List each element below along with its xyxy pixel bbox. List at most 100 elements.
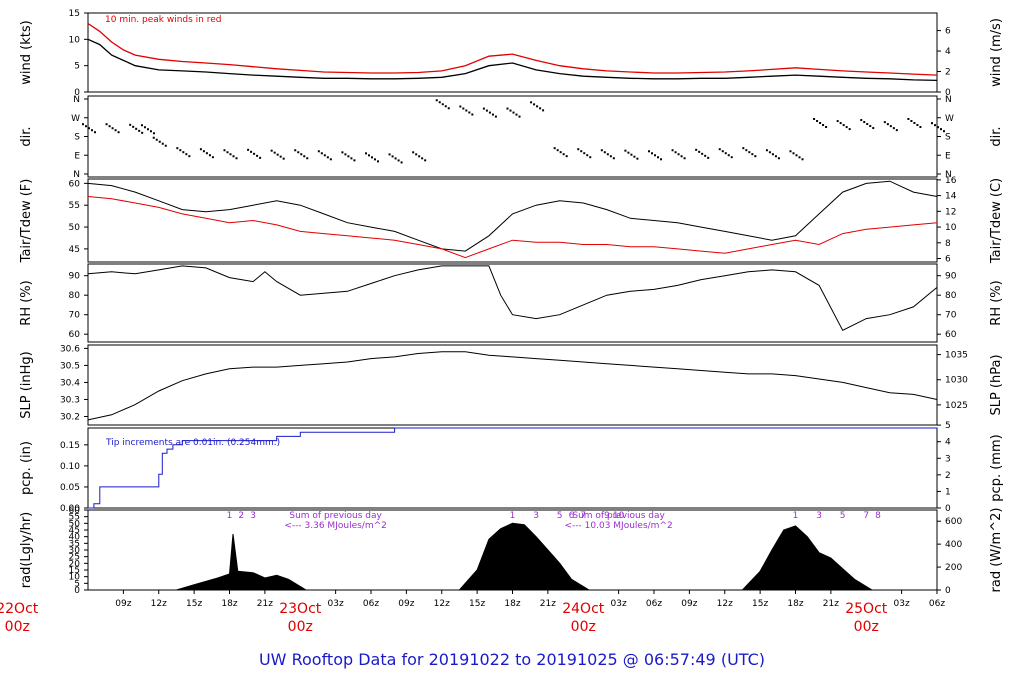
dir-point: [730, 156, 733, 159]
dir-point: [226, 151, 229, 154]
dir-point: [444, 105, 447, 108]
left-tick-label: 45: [69, 526, 80, 536]
ylabel-right: pcp. (mm): [989, 434, 1004, 501]
left-tick-label: 0: [74, 586, 80, 596]
left-tick-label: 0.00: [60, 504, 80, 514]
hour-mark: 8: [875, 511, 881, 521]
ylabel-right: wind (m/s): [989, 18, 1004, 87]
dir-point: [886, 123, 889, 126]
panel-temp: Tair/Tdew (F) Tair/Tdew (C) 45 50 55 60 6 8 10 12…: [19, 176, 1004, 265]
left-tick-label: 0.05: [60, 483, 80, 493]
left-tick-label: N: [73, 95, 80, 105]
dir-point: [282, 157, 285, 160]
dir-point: [866, 123, 869, 126]
dir-point: [273, 151, 276, 154]
day-label-time: 00z: [5, 619, 30, 635]
left-tick-label: 15: [69, 9, 80, 19]
left-tick-label: 0.15: [60, 441, 80, 451]
dir-point: [152, 132, 155, 135]
dir-point: [825, 126, 828, 128]
left-tick-label: 10: [69, 573, 81, 583]
dir-point: [724, 152, 727, 155]
dir-point: [600, 149, 603, 152]
dir-point: [347, 155, 350, 158]
dir-point: [842, 124, 845, 127]
dir-point: [371, 156, 373, 159]
dir-point: [657, 156, 659, 159]
dir-point: [164, 144, 167, 147]
dir-point: [344, 153, 347, 156]
dir-point: [530, 101, 533, 104]
dir-point: [943, 130, 945, 133]
right-tick-label: 2: [945, 68, 951, 78]
dir-point: [297, 151, 300, 154]
dir-point: [117, 131, 120, 134]
hour-mark: 5: [557, 511, 563, 521]
hour-mark: 9: [604, 511, 610, 521]
left-tick-label: 25: [69, 553, 80, 563]
x-tick-label: 03z: [611, 599, 627, 609]
right-tick-label: 70: [945, 311, 957, 321]
series-line-1: [87, 22, 938, 76]
series-line-0: [87, 180, 938, 252]
ylabel-left: pcp. (in): [19, 441, 34, 495]
dir-point: [397, 159, 400, 162]
dir-point: [771, 153, 774, 156]
dir-point: [158, 140, 161, 143]
dir-point: [606, 153, 609, 156]
right-tick-label: 0: [945, 504, 951, 514]
dir-point: [111, 127, 114, 130]
x-tick-label: 12z: [151, 599, 167, 609]
dir-point: [895, 129, 898, 132]
right-tick-label: N: [945, 95, 952, 105]
dir-point: [424, 159, 427, 162]
dir-point: [235, 157, 238, 160]
dir-point: [654, 154, 656, 157]
dir-point: [468, 111, 471, 114]
dir-point: [671, 149, 674, 152]
dir-point: [256, 154, 259, 157]
dir-point: [353, 159, 356, 162]
right-tick-label: 400: [945, 540, 962, 550]
dir-point: [279, 155, 282, 158]
dir-point: [660, 158, 662, 161]
dir-point: [934, 124, 936, 127]
rad-annotation: <--- 3.36 MJoules/m^2: [284, 521, 386, 531]
x-tick-label: 06z: [929, 599, 945, 609]
ylabel-left: dir.: [19, 126, 34, 146]
dir-point: [542, 109, 545, 112]
dir-point: [82, 123, 84, 126]
dir-point: [421, 157, 424, 160]
dir-point: [748, 151, 751, 154]
dir-point: [303, 155, 306, 158]
dir-point: [365, 152, 367, 155]
ylabel-right: RH (%): [989, 280, 1004, 325]
dir-point: [919, 126, 922, 128]
dir-point: [488, 111, 491, 114]
dir-point: [745, 149, 748, 152]
left-tick-label: 0: [74, 88, 80, 98]
panel-rad: rad(Lgly/hr) rad (W/m^2)05101520253035404…: [19, 506, 1004, 596]
left-tick-label: 50: [69, 519, 81, 529]
left-tick-label: 45: [69, 245, 80, 255]
left-tick-label: 5: [74, 62, 80, 72]
dir-point: [813, 118, 816, 120]
dir-point: [695, 148, 698, 151]
x-tick-label: 06z: [363, 599, 379, 609]
hour-mark: 2: [238, 511, 244, 521]
x-tick-label: 09z: [115, 599, 131, 609]
left-tick-label: 30.4: [60, 378, 80, 388]
left-tick-label: 70: [69, 311, 81, 321]
left-tick-label: S: [74, 133, 80, 143]
dir-point: [462, 107, 465, 110]
x-tick-label: 15z: [752, 599, 768, 609]
dir-point: [250, 150, 253, 153]
hour-mark: 3: [816, 511, 822, 521]
dir-point: [509, 109, 512, 112]
hour-mark: 3: [250, 511, 256, 521]
dir-point: [329, 158, 332, 161]
x-tick-label: 03z: [894, 599, 910, 609]
dir-point: [624, 149, 627, 152]
dir-point: [146, 128, 149, 131]
